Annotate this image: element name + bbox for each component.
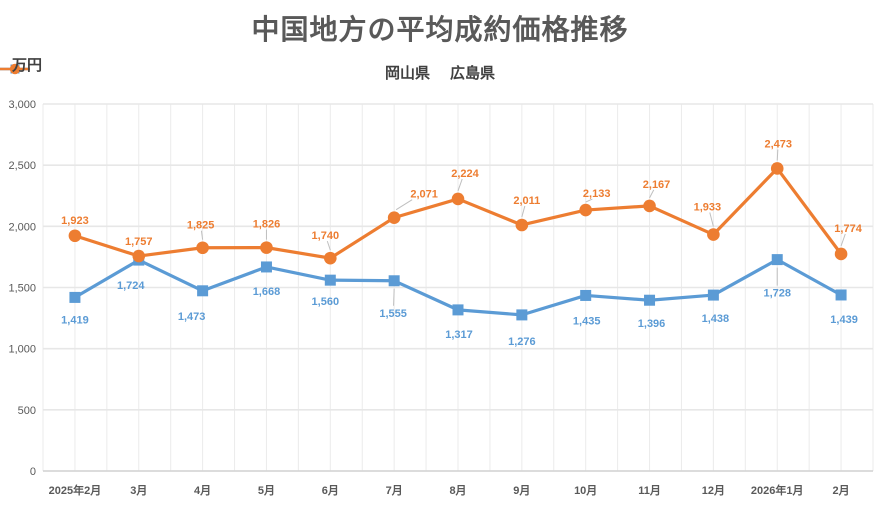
hiroshima-label-leader-9 [649, 189, 655, 199]
okayama-data-point-0[interactable] [69, 291, 81, 303]
x-tick-label-9: 11月 [638, 484, 661, 497]
x-tick-label-12: 2月 [833, 484, 850, 497]
okayama-label-leader-5 [393, 288, 395, 306]
x-tick-label-8: 10月 [574, 484, 597, 497]
hiroshima-label-leader-8 [585, 198, 593, 203]
okayama-data-label-7: 1,276 [508, 336, 536, 348]
chart-title: 中国地方の平均成約価格推移 [251, 14, 629, 45]
hiroshima-label-leader-7 [521, 205, 526, 218]
hiroshima-label-leader-5 [395, 199, 413, 211]
hiroshima-data-label-12: 1,774 [834, 223, 862, 235]
hiroshima-data-label-1: 1,757 [125, 236, 153, 248]
okayama-data-point-6[interactable] [452, 304, 464, 316]
okayama-data-label-4: 1,560 [312, 296, 340, 308]
okayama-data-label-3: 1,668 [253, 286, 281, 298]
okayama-data-point-9[interactable] [644, 294, 656, 306]
hiroshima-data-point-11[interactable] [770, 162, 784, 175]
hiroshima-data-point-6[interactable] [451, 192, 465, 206]
hiroshima-data-label-5: 2,071 [410, 189, 438, 201]
hiroshima-data-point-0[interactable] [68, 229, 82, 243]
x-tick-label-11: 2026年1月 [751, 483, 804, 497]
legend-circle-marker-hiroshima [0, 63, 30, 75]
hiroshima-data-point-4[interactable] [324, 251, 337, 265]
x-tick-label-0: 2025年2月 [49, 483, 102, 497]
okayama-data-point-11[interactable] [771, 254, 783, 266]
hiroshima-data-label-10: 1,933 [694, 202, 722, 214]
hiroshima-data-point-5[interactable] [387, 211, 401, 224]
okayama-data-label-8: 1,435 [573, 315, 601, 327]
okayama-data-point-5[interactable] [388, 275, 400, 287]
x-tick-label-3: 5月 [258, 484, 275, 497]
y-tick-label-3000: 3,000 [8, 99, 36, 111]
y-tick-label-2000: 2,000 [8, 221, 36, 233]
okayama-data-point-4[interactable] [324, 274, 336, 286]
hiroshima-data-point-10[interactable] [707, 228, 720, 241]
hiroshima-data-label-6: 2,224 [451, 168, 479, 180]
legend-item-hiroshima[interactable]: 広島県 [0, 62, 496, 83]
hiroshima-data-point-2[interactable] [196, 241, 209, 255]
hiroshima-data-point-9[interactable] [643, 199, 656, 213]
hiroshima-data-point-8[interactable] [579, 203, 592, 217]
hiroshima-label-leader-11 [776, 149, 779, 161]
okayama-data-label-9: 1,396 [638, 318, 666, 330]
y-tick-label-1500: 1,500 [8, 283, 36, 295]
hiroshima-data-label-7: 2,011 [513, 195, 540, 207]
y-tick-label-500: 500 [18, 405, 36, 417]
y-tick-label-2500: 2,500 [8, 160, 36, 172]
hiroshima-data-point-12[interactable] [834, 247, 848, 261]
hiroshima-data-label-2: 1,825 [187, 220, 215, 232]
okayama-data-point-8[interactable] [580, 289, 592, 301]
x-tick-label-6: 8月 [449, 484, 466, 497]
y-axis-unit-label: 万円 [12, 57, 43, 74]
hiroshima-data-point-7[interactable] [515, 218, 529, 232]
hiroshima-label-leader-6 [457, 178, 463, 192]
hiroshima-label-leader-10 [709, 212, 714, 227]
okayama-data-label-11: 1,728 [763, 288, 791, 300]
x-tick-label-1: 3月 [130, 484, 147, 497]
okayama-data-point-7[interactable] [516, 309, 528, 321]
okayama-data-point-10[interactable] [707, 289, 719, 301]
x-tick-label-7: 9月 [513, 484, 530, 497]
hiroshima-data-label-4: 1,740 [312, 230, 340, 242]
hiroshima-data-label-0: 1,923 [61, 215, 89, 227]
okayama-data-label-2: 1,473 [178, 311, 206, 323]
hiroshima-data-label-3: 1,826 [253, 219, 281, 231]
x-tick-label-5: 7月 [386, 484, 403, 497]
hiroshima-data-label-8: 2,133 [583, 188, 611, 200]
hiroshima-label-leader-2 [200, 230, 204, 240]
okayama-data-point-3[interactable] [260, 261, 272, 273]
okayama-data-label-12: 1,439 [830, 314, 858, 326]
legend-label-okayama: 岡山県 [384, 65, 430, 82]
x-tick-label-10: 12月 [702, 484, 725, 497]
okayama-data-label-5: 1,555 [379, 308, 407, 320]
okayama-data-label-0: 1,419 [61, 314, 89, 326]
legend-label-hiroshima: 広島県 [450, 65, 496, 82]
hiroshima-label-leader-12 [840, 233, 846, 247]
y-tick-label-1000: 1,000 [8, 344, 36, 356]
hiroshima-data-point-3[interactable] [260, 241, 273, 254]
chart-legend: 岡山県 広島県 [0, 62, 880, 83]
x-tick-label-4: 6月 [322, 484, 339, 497]
hiroshima-data-label-11: 2,473 [764, 138, 792, 150]
hiroshima-label-leader-4 [326, 240, 331, 251]
okayama-data-point-2[interactable] [197, 285, 209, 297]
hiroshima-data-label-9: 2,167 [643, 179, 671, 191]
y-tick-label-0: 0 [30, 466, 36, 478]
okayama-data-label-1: 1,724 [117, 280, 145, 292]
x-tick-label-2: 4月 [194, 484, 211, 497]
okayama-data-point-12[interactable] [835, 289, 847, 301]
okayama-data-label-6: 1,317 [445, 329, 473, 341]
hiroshima-data-point-1[interactable] [132, 249, 146, 263]
okayama-data-label-10: 1,438 [702, 313, 730, 325]
